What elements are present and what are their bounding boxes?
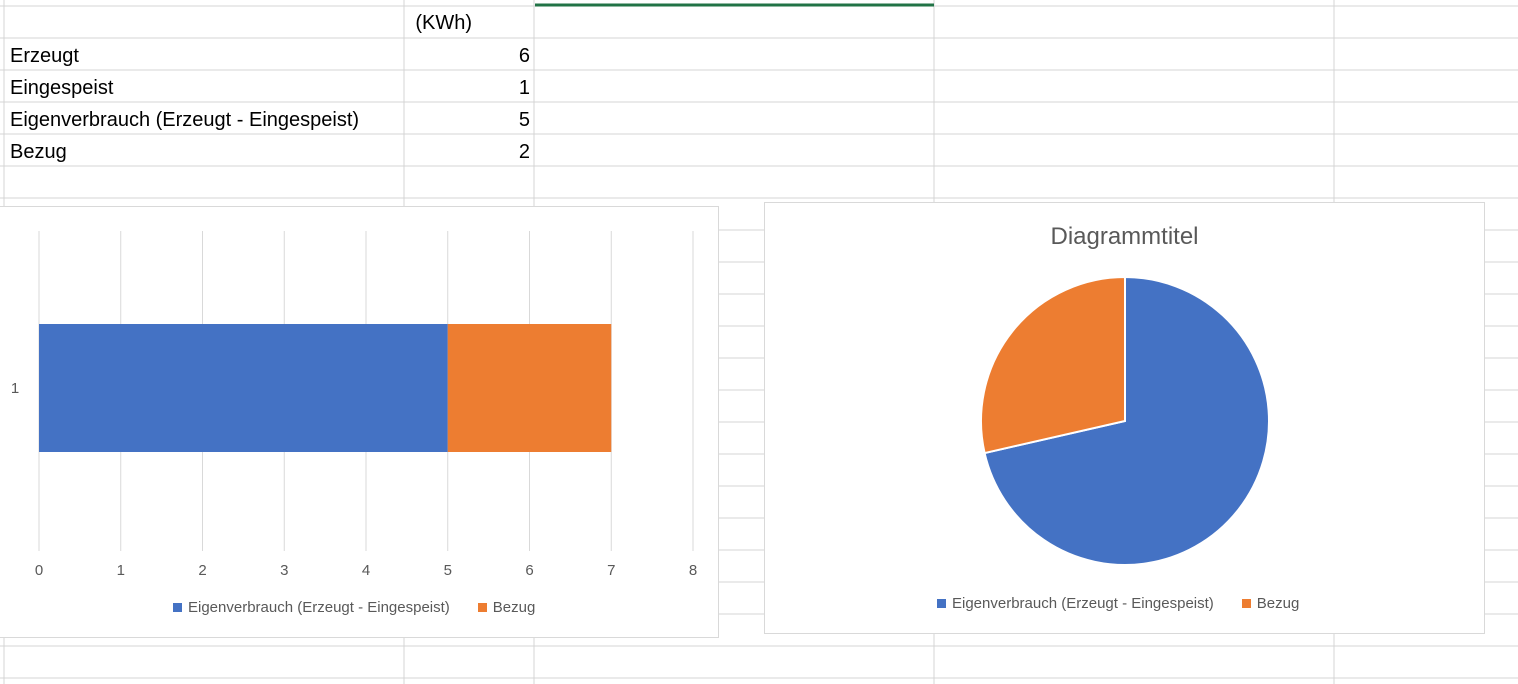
bar-chart-plot: 0 1 2 3 4 5 6 7 8 1 xyxy=(11,231,697,579)
pie-chart[interactable]: Diagrammtitel Eigenverbrauch (Erzeugt - … xyxy=(764,202,1485,634)
y-category-label: 1 xyxy=(11,380,19,397)
legend-item-eigenverbrauch[interactable]: Eigenverbrauch (Erzeugt - Eingespeist) xyxy=(173,599,450,616)
legend-label: Eigenverbrauch (Erzeugt - Eingespeist) xyxy=(188,599,450,616)
legend-swatch-blue xyxy=(173,603,182,612)
bar-chart-legend[interactable]: Eigenverbrauch (Erzeugt - Eingespeist) B… xyxy=(173,599,535,616)
cell-label-eingespeist[interactable]: Eingespeist xyxy=(10,77,114,99)
cell-value-eigenverbrauch[interactable]: 5 xyxy=(518,109,530,131)
pie-chart-legend[interactable]: Eigenverbrauch (Erzeugt - Eingespeist) B… xyxy=(937,595,1299,612)
legend-swatch-orange xyxy=(1241,599,1251,608)
x-tick-label: 7 xyxy=(607,562,615,579)
cell-label-erzeugt[interactable]: Erzeugt xyxy=(10,45,79,67)
stacked-bar-chart[interactable]: 0 1 2 3 4 5 6 7 8 1 Eigenverbrauch (Erzeugt - Ein… xyxy=(0,206,719,638)
x-tick-label: 1 xyxy=(117,562,125,579)
pie-slice-eigenverbrauch xyxy=(983,275,1270,566)
legend-item-eigenverbrauch[interactable]: Eigenverbrauch (Erzeugt - Eingespeist) xyxy=(937,595,1214,612)
legend-swatch-blue xyxy=(937,599,946,608)
cell-value-erzeugt[interactable]: 6 xyxy=(518,45,530,67)
x-tick-label: 6 xyxy=(525,562,533,579)
legend-label: Bezug xyxy=(1256,595,1300,612)
cell-value-bezug[interactable]: 2 xyxy=(518,141,530,163)
bar-segment-eigenverbrauch xyxy=(39,324,448,452)
pie-chart-plot xyxy=(980,275,1270,566)
legend-label: Bezug xyxy=(492,599,536,616)
cell-unit-header[interactable]: (KWh) xyxy=(415,12,472,34)
cell-value-eingespeist[interactable]: 1 xyxy=(518,77,530,99)
x-tick-label: 4 xyxy=(362,562,370,579)
x-tick-label: 3 xyxy=(280,562,288,579)
legend-item-bezug[interactable]: Bezug xyxy=(477,599,536,616)
legend-swatch-orange xyxy=(477,603,487,612)
bar-segment-bezug xyxy=(447,324,612,452)
legend-item-bezug[interactable]: Bezug xyxy=(1241,595,1300,612)
x-tick-label: 5 xyxy=(444,562,452,579)
cell-label-bezug[interactable]: Bezug xyxy=(10,141,67,163)
x-tick-label: 8 xyxy=(689,562,697,579)
pie-slice-bezug xyxy=(980,275,1126,455)
x-tick-label: 2 xyxy=(198,562,206,579)
cell-label-eigenverbrauch[interactable]: Eigenverbrauch (Erzeugt - Eingespeist) xyxy=(10,109,360,131)
legend-label: Eigenverbrauch (Erzeugt - Eingespeist) xyxy=(952,595,1214,612)
x-tick-label: 0 xyxy=(35,562,43,579)
chart-title[interactable]: Diagrammtitel xyxy=(1050,223,1199,250)
